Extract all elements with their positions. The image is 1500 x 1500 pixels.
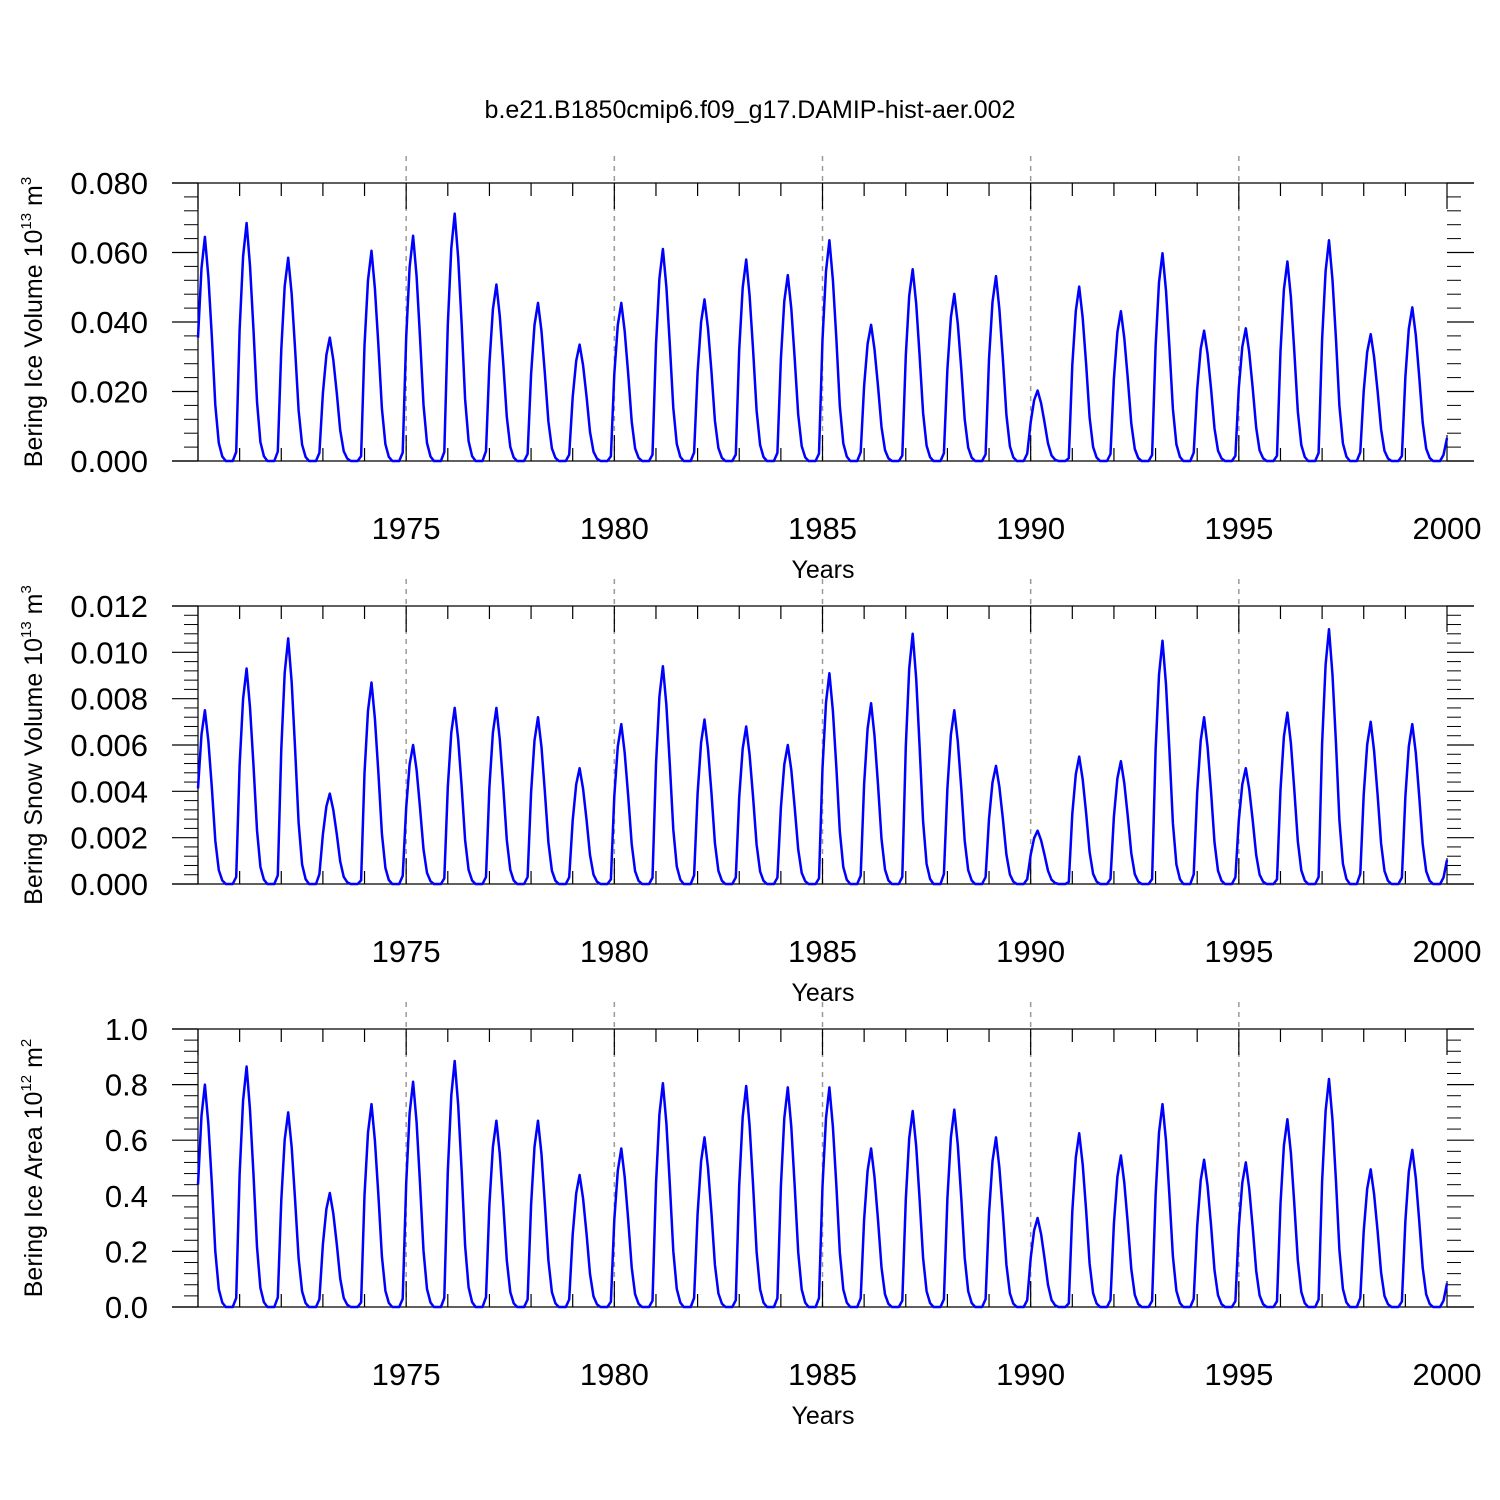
- x-tick-label: 2000: [1413, 511, 1482, 546]
- y-tick-label: 0.080: [70, 166, 148, 201]
- x-tick-label: 1975: [372, 934, 441, 969]
- x-tick-label: 1990: [996, 1357, 1065, 1392]
- x-axis-label: Years: [791, 1402, 854, 1430]
- y-tick-label: 0.002: [70, 821, 148, 856]
- y-tick-label: 0.012: [70, 589, 148, 624]
- y-tick-label: 0.6: [105, 1123, 148, 1158]
- y-tick-label: 0.008: [70, 682, 148, 717]
- x-tick-label: 2000: [1413, 934, 1482, 969]
- x-tick-label: 1980: [580, 511, 649, 546]
- panel-2: 0.000 0.002 0.004 0.006 0.008 0.010 0.012 1975 1…: [18, 579, 1481, 1007]
- x-tick-label: 1975: [372, 1357, 441, 1392]
- y-tick-label: 0.040: [70, 305, 148, 340]
- y-tick-label: 0.060: [70, 236, 148, 271]
- y-tick-label: 0.000: [70, 444, 148, 479]
- y-tick-label: 0.020: [70, 375, 148, 410]
- figure-title: b.e21.B1850cmip6.f09_g17.DAMIP-hist-aer.…: [485, 96, 1016, 124]
- y-axis-label: Bering Ice Volume 1013 m3: [18, 177, 48, 467]
- y-tick-label: 0.000: [70, 867, 148, 902]
- panel-1: 0.000 0.020 0.040 0.060 0.080 1975 1980 1985 199…: [18, 156, 1481, 584]
- x-tick-label: 1980: [580, 1357, 649, 1392]
- panel-3: 0.0 0.2 0.4 0.6 0.8 1.0 1975 1980 1985 1990 1995 20…: [18, 1002, 1481, 1430]
- x-tick-label: 1995: [1204, 511, 1273, 546]
- series-line: [196, 627, 1449, 886]
- x-tick-label: 1995: [1204, 1357, 1273, 1392]
- y-tick-label: 0.006: [70, 728, 148, 763]
- y-axis-label: Bering Ice Area 1012 m2: [18, 1039, 48, 1298]
- x-tick-label: 1980: [580, 934, 649, 969]
- y-tick-label: 0.8: [105, 1068, 148, 1103]
- y-tick-label: 0.4: [105, 1179, 148, 1214]
- x-tick-label: 1985: [788, 1357, 857, 1392]
- series-line: [196, 212, 1449, 463]
- x-tick-label: 1995: [1204, 934, 1273, 969]
- y-tick-label: 0.2: [105, 1234, 148, 1269]
- y-axis-label: Bering Snow Volume 1013 m3: [18, 585, 48, 905]
- x-tick-label: 1990: [996, 511, 1065, 546]
- y-tick-label: 0.010: [70, 635, 148, 670]
- x-tick-label: 1985: [788, 511, 857, 546]
- x-tick-label: 1990: [996, 934, 1065, 969]
- series-line: [196, 1059, 1449, 1309]
- y-tick-label: 0.0: [105, 1290, 148, 1325]
- x-tick-label: 2000: [1413, 1357, 1482, 1392]
- x-tick-label: 1985: [788, 934, 857, 969]
- panels: 0.000 0.020 0.040 0.060 0.080 1975 1980 1985 199…: [18, 156, 1481, 1430]
- y-tick-label: 0.004: [70, 774, 148, 809]
- y-tick-label: 1.0: [105, 1012, 148, 1047]
- x-tick-label: 1975: [372, 511, 441, 546]
